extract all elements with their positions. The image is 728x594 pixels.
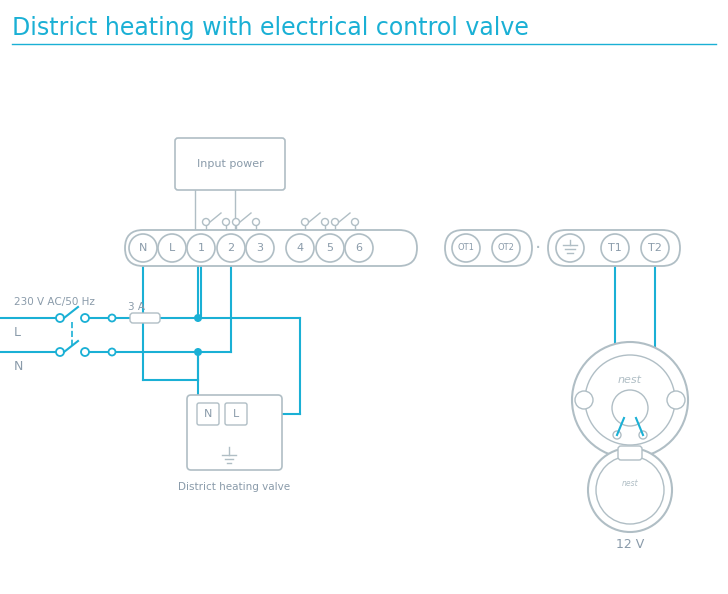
Circle shape	[641, 234, 669, 262]
Text: 4: 4	[296, 243, 304, 253]
Circle shape	[572, 342, 688, 458]
Text: 3: 3	[256, 243, 264, 253]
FancyBboxPatch shape	[130, 313, 160, 323]
Text: 12 V: 12 V	[616, 538, 644, 551]
Circle shape	[331, 219, 339, 226]
Circle shape	[452, 234, 480, 262]
Circle shape	[81, 348, 89, 356]
Text: OT1: OT1	[458, 244, 475, 252]
Circle shape	[492, 234, 520, 262]
Circle shape	[253, 219, 259, 226]
Text: 2: 2	[227, 243, 234, 253]
Circle shape	[158, 234, 186, 262]
Text: N: N	[204, 409, 212, 419]
Circle shape	[202, 219, 210, 226]
Circle shape	[601, 234, 629, 262]
Circle shape	[556, 234, 584, 262]
Text: L: L	[14, 326, 21, 339]
Circle shape	[223, 219, 229, 226]
FancyBboxPatch shape	[175, 138, 285, 190]
Text: ·: ·	[535, 239, 541, 258]
Circle shape	[286, 234, 314, 262]
Circle shape	[667, 391, 685, 409]
Text: N: N	[139, 243, 147, 253]
Text: L: L	[169, 243, 175, 253]
Circle shape	[639, 431, 647, 439]
Text: T2: T2	[648, 243, 662, 253]
FancyBboxPatch shape	[548, 230, 680, 266]
FancyBboxPatch shape	[187, 395, 282, 470]
FancyBboxPatch shape	[618, 446, 642, 460]
Circle shape	[575, 391, 593, 409]
Circle shape	[217, 234, 245, 262]
Circle shape	[316, 234, 344, 262]
Text: 5: 5	[326, 243, 333, 253]
FancyBboxPatch shape	[197, 403, 219, 425]
Circle shape	[81, 314, 89, 322]
Text: 1: 1	[197, 243, 205, 253]
Text: District heating valve: District heating valve	[178, 482, 290, 492]
Text: T1: T1	[608, 243, 622, 253]
Circle shape	[322, 219, 328, 226]
Circle shape	[612, 390, 648, 426]
Circle shape	[345, 234, 373, 262]
Circle shape	[56, 348, 64, 356]
Circle shape	[129, 234, 157, 262]
Text: L: L	[233, 409, 239, 419]
Text: Input power: Input power	[197, 159, 264, 169]
Text: nest: nest	[622, 479, 638, 488]
Circle shape	[596, 456, 664, 524]
Circle shape	[352, 219, 358, 226]
FancyBboxPatch shape	[445, 230, 532, 266]
Text: 230 V AC/50 Hz: 230 V AC/50 Hz	[14, 297, 95, 307]
Text: 6: 6	[355, 243, 363, 253]
FancyBboxPatch shape	[125, 230, 417, 266]
Circle shape	[246, 234, 274, 262]
Circle shape	[194, 314, 202, 322]
Text: N: N	[14, 359, 23, 372]
Circle shape	[56, 314, 64, 322]
Text: District heating with electrical control valve: District heating with electrical control…	[12, 16, 529, 40]
Text: nest: nest	[618, 375, 642, 385]
Circle shape	[194, 348, 202, 356]
Text: OT2: OT2	[497, 244, 515, 252]
Circle shape	[585, 355, 675, 445]
FancyBboxPatch shape	[225, 403, 247, 425]
Circle shape	[301, 219, 309, 226]
Circle shape	[187, 234, 215, 262]
Circle shape	[588, 448, 672, 532]
Text: 3 A: 3 A	[127, 302, 144, 312]
Circle shape	[613, 431, 621, 439]
Circle shape	[108, 349, 116, 355]
Circle shape	[232, 219, 240, 226]
Circle shape	[108, 314, 116, 321]
